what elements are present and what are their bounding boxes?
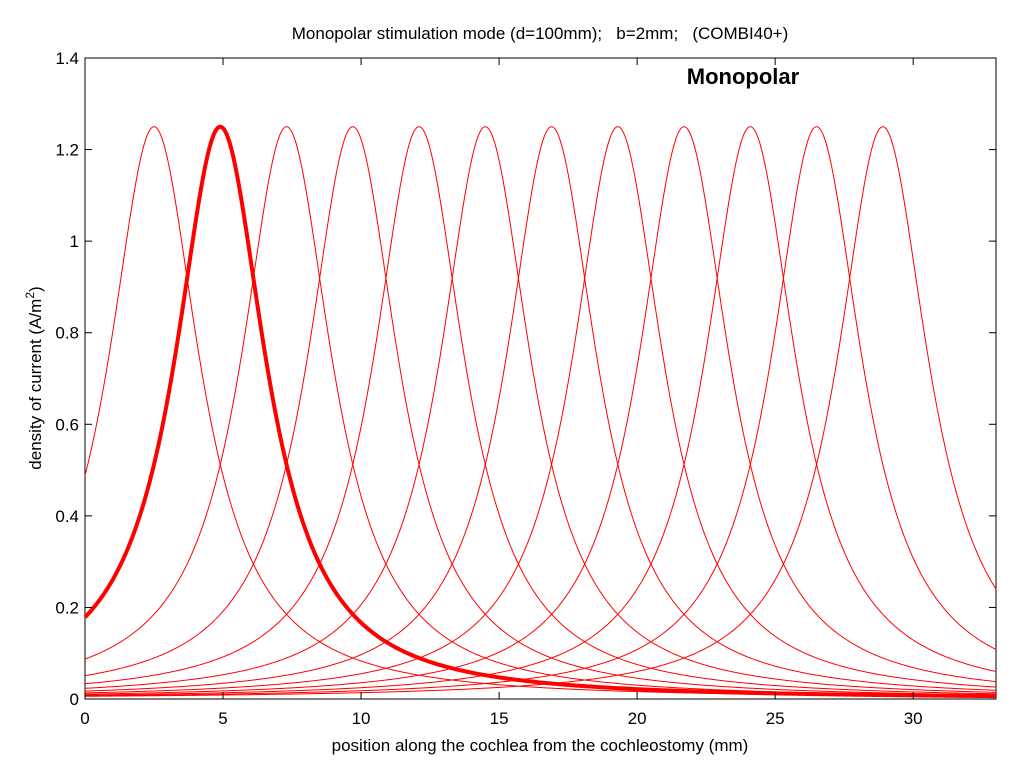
axis-ticks: [84, 57, 996, 700]
y-axis-label-end: ): [26, 286, 45, 292]
y-tick-label: 1.2: [55, 141, 79, 160]
curve-electrode-7: [84, 126, 997, 692]
y-tick-label: 0.2: [55, 598, 79, 617]
curve-electrode-5: [84, 126, 997, 695]
chart-title: Monopolar stimulation mode (d=100mm); b=…: [292, 24, 789, 43]
curve-electrode-9: [84, 126, 997, 695]
y-tick-label: 0.8: [55, 324, 79, 343]
curve-electrode-10: [84, 126, 997, 696]
y-axis-label: density of current (A/m2): [23, 286, 45, 469]
y-tick-labels: 0 0.2 0.4 0.6 0.8 1 1.2 1.4: [55, 49, 79, 709]
plot-area-frame: [84, 57, 997, 700]
y-tick-label: 0: [70, 690, 79, 709]
x-tick-label: 15: [490, 709, 509, 728]
x-tick-label: 0: [80, 709, 89, 728]
mode-annotation: Monopolar: [687, 64, 800, 89]
y-axis-label-base: density of current (A/m: [26, 299, 45, 470]
y-tick-label: 1: [70, 232, 79, 251]
x-axis-label: position along the cochlea from the coch…: [332, 736, 749, 755]
x-tick-label: 20: [628, 709, 647, 728]
y-axis-label-superscript: 2: [23, 292, 37, 299]
x-tick-labels: 0 5 10 15 20 25 30: [80, 709, 922, 728]
y-tick-label: 0.6: [55, 415, 79, 434]
x-tick-label: 10: [352, 709, 371, 728]
x-tick-label: 30: [904, 709, 923, 728]
y-tick-label: 0.4: [55, 507, 79, 526]
curve-electrode-4: [84, 126, 997, 696]
x-tick-label: 5: [218, 709, 227, 728]
current-density-curves: [83, 124, 997, 699]
curve-electrode-11: [84, 126, 997, 697]
curve-electrode-8: [84, 126, 997, 694]
curve-electrode-6: [84, 126, 997, 693]
y-tick-label: 1.4: [55, 49, 79, 68]
x-tick-label: 25: [766, 709, 785, 728]
highlighted-curve-electrode-2: [83, 124, 997, 699]
